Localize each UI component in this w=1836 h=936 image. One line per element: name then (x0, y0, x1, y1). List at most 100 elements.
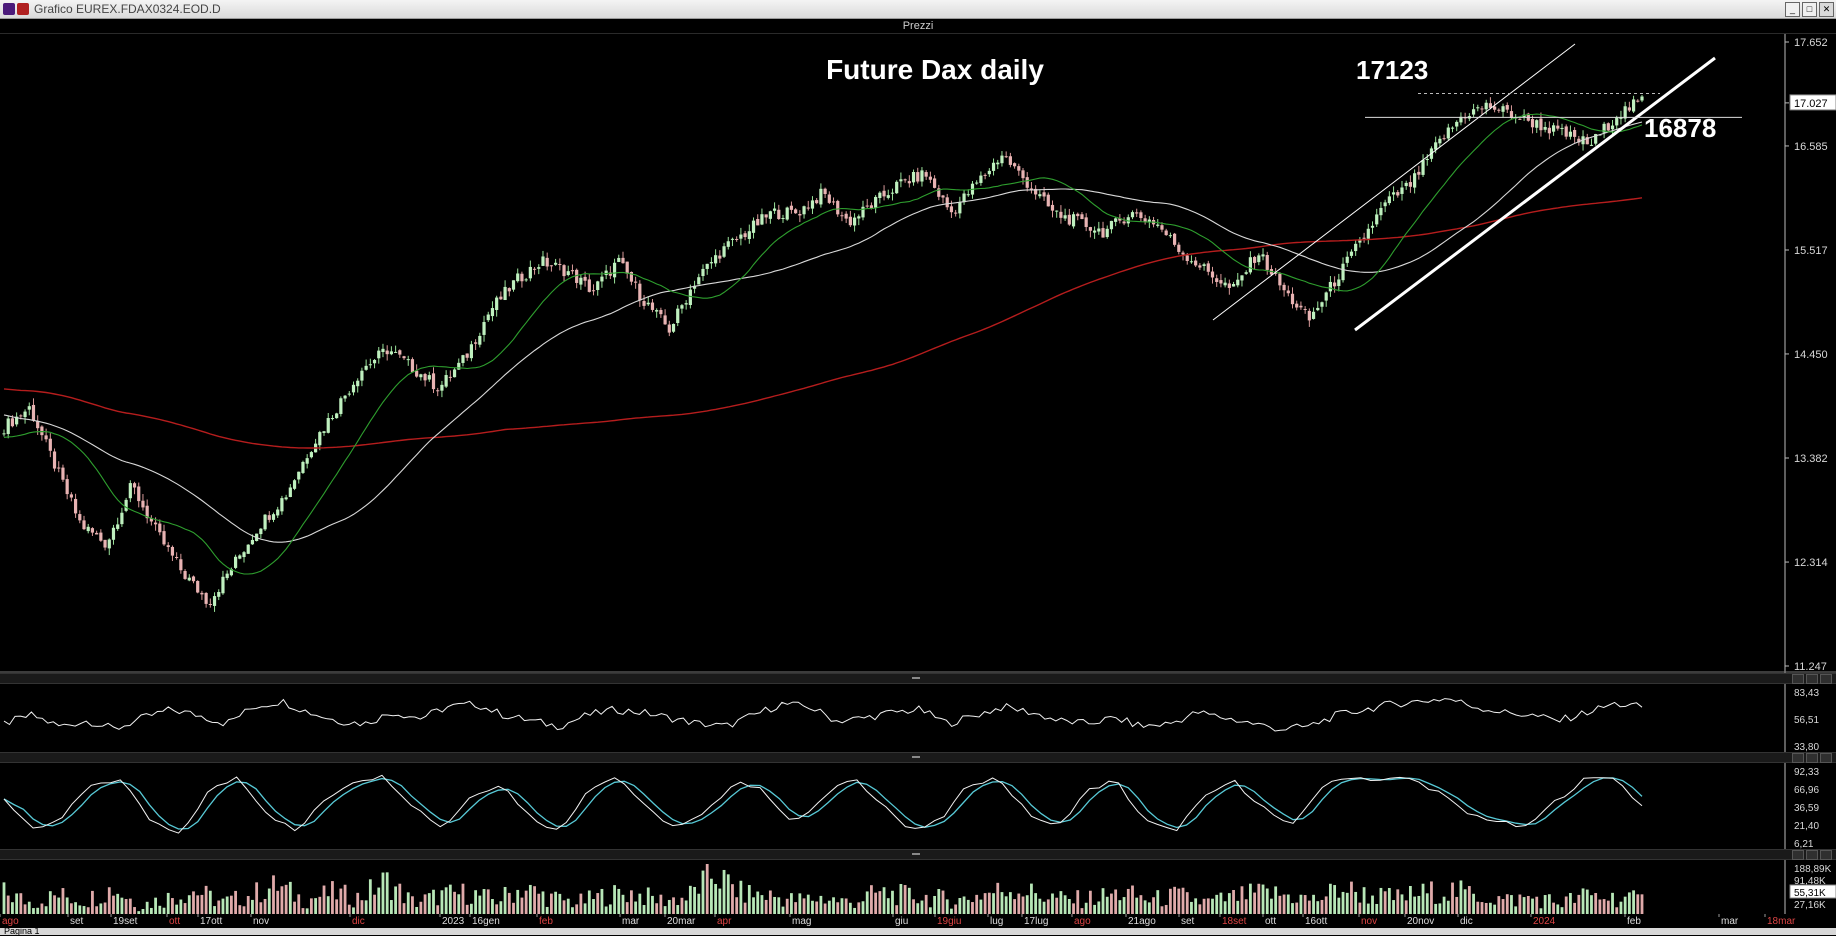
volume-bar (596, 893, 600, 922)
volume-bar (1072, 903, 1075, 922)
candle-body (714, 255, 718, 264)
candle-body (991, 162, 996, 171)
volume-bar (196, 895, 200, 922)
candle-body (537, 267, 541, 269)
candle-body (486, 314, 490, 321)
candle-body (1375, 214, 1379, 225)
volume-bar (280, 886, 284, 922)
volume-bar (987, 892, 991, 922)
candle-body (107, 539, 111, 549)
maximize-button[interactable]: □ (1802, 2, 1817, 17)
volume-bar (1227, 893, 1231, 922)
candle-body (1551, 125, 1556, 132)
volume-bar (1110, 893, 1113, 922)
candle-body (1063, 215, 1067, 219)
volume-bar (1013, 899, 1016, 922)
x-tick-label: 19set (113, 916, 138, 926)
candle-body (208, 604, 212, 606)
volume-bar (907, 887, 911, 922)
candle-body (372, 359, 377, 364)
candle-body (596, 281, 600, 291)
candle-body (368, 364, 372, 366)
candle-body (61, 467, 65, 480)
candle-body (840, 215, 844, 217)
candle-body (1442, 138, 1446, 140)
candle-body (52, 451, 57, 469)
volume-bar (840, 898, 844, 922)
candle-body (1223, 282, 1227, 286)
volume-bar (735, 897, 739, 922)
candle-body (688, 289, 692, 306)
candle-body (789, 205, 794, 210)
rsi-line (3, 698, 1643, 732)
candle-body (827, 194, 831, 203)
volume-bar (1324, 896, 1328, 922)
volume-bar (389, 900, 393, 922)
volume-bar (360, 900, 364, 922)
chart-title: Future Dax daily (826, 54, 1044, 85)
candle-body (250, 539, 255, 545)
volume-bar (975, 894, 979, 922)
volume-bar (625, 902, 629, 922)
price-chart[interactable]: 17.652 17.027 16.585 15.517 14.450 13.382 12.3… (0, 34, 1836, 673)
pane-divider-stoch[interactable] (0, 752, 1836, 763)
volume-bar (1476, 901, 1480, 922)
y-tick-label: 14.450 (1794, 349, 1828, 361)
x-tick-label: nov (253, 916, 269, 926)
volume-bar (1333, 885, 1337, 922)
rsi-chart[interactable]: 83,43 56,51 33,80 (0, 684, 1836, 752)
candle-body (907, 181, 911, 184)
pane-divider-rsi[interactable] (0, 673, 1836, 684)
candle-body (1147, 219, 1151, 223)
candle-body (1396, 192, 1400, 196)
rsi-bg (0, 684, 1836, 752)
volume-bar (356, 892, 360, 922)
candle-body (1168, 235, 1172, 237)
candle-body (625, 261, 629, 274)
candle-body (987, 170, 991, 175)
volume-bar (1438, 903, 1442, 922)
volume-bar (768, 890, 772, 922)
volume-bar (1329, 883, 1332, 922)
sheet-tab[interactable]: Pagina 1 (4, 926, 40, 936)
candle-body (305, 458, 309, 464)
candle-body (1067, 214, 1071, 225)
volume-bar (91, 890, 94, 922)
candle-body (600, 276, 604, 282)
volume-bar (183, 903, 187, 922)
minimize-button[interactable]: _ (1785, 2, 1800, 17)
volume-bar (865, 891, 869, 922)
x-tick-label: 16ott (1305, 916, 1327, 926)
candle-body (777, 209, 781, 220)
volume-bar (1164, 904, 1168, 922)
pane-divider-volume[interactable] (0, 849, 1836, 860)
candle-body (246, 544, 250, 554)
candle-body (1623, 106, 1627, 119)
x-tick-label: mar (622, 916, 640, 926)
stochastic-chart[interactable]: 92,33 66,96 36,59 21,40 6,21 (0, 763, 1836, 849)
volume-bar (1190, 901, 1193, 922)
volume-bar (436, 905, 440, 922)
candle-body (141, 500, 145, 508)
candle-body (1547, 127, 1551, 134)
candle-body (162, 531, 166, 545)
candle-body (1114, 218, 1118, 222)
candle-body (629, 271, 634, 282)
candle-body (1261, 254, 1265, 257)
candle-body (276, 509, 280, 516)
candle-body (1299, 305, 1303, 308)
candle-body (381, 348, 385, 353)
volume-bar (1008, 892, 1012, 922)
volume-bar (507, 892, 511, 922)
volume-bar (878, 891, 882, 922)
candle-body (73, 498, 78, 514)
candle-body (36, 420, 40, 429)
volume-bar (326, 896, 330, 922)
candle-body (1488, 103, 1493, 108)
volume-bar (516, 889, 520, 922)
volume-bar (962, 896, 966, 922)
candle-body (1615, 117, 1619, 126)
close-button[interactable]: ✕ (1819, 2, 1834, 17)
volume-bar (120, 897, 124, 922)
